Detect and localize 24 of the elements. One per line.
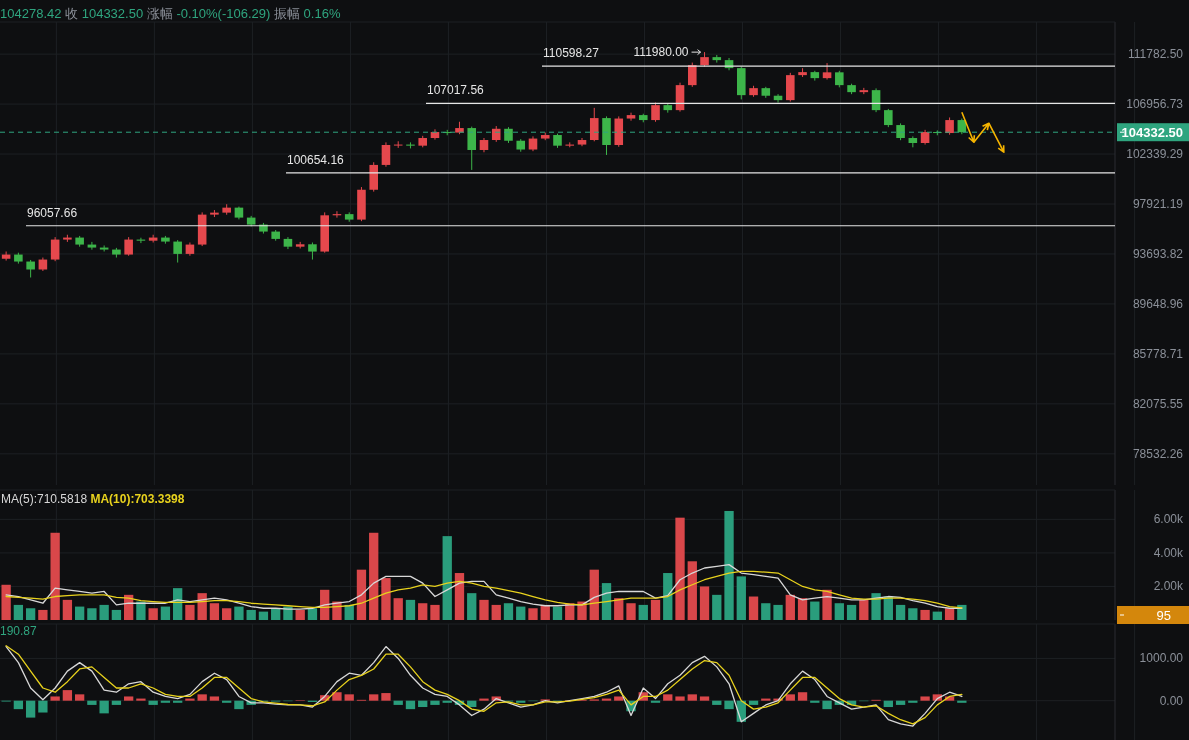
annotation: 190.87 [0,624,38,638]
y-tick-label: 93693.82 [1132,246,1184,261]
y-tick-label: 0.00 [1159,693,1184,708]
ref-line-label: 110598.27 [543,46,600,61]
y-tick-label: 102339.29 [1126,147,1184,162]
y-tick-label: 111782.50 [1128,47,1184,62]
annotation: 111980.00 [633,45,689,60]
y-tick-label: 89648.96 [1132,296,1184,311]
y-tick-label: 106956.73 [1126,97,1184,112]
y-tick-label: 1000.00 [1139,651,1184,666]
y-tick-label: 4.00k [1153,545,1184,560]
y-tick-label: 2.00k [1153,579,1184,594]
ref-line-label: 96057.66 [27,205,78,220]
y-tick-label: 78532.26 [1132,446,1184,461]
y-tick-label: 82075.55 [1132,396,1184,411]
ref-line-label: 104332.50 [1121,124,1183,140]
y-tick-label: 6.00k [1153,512,1184,527]
ref-line-label: 100654.16 [287,152,345,167]
chart-title: 104278.42 收 104332.50 涨幅 -0.10%(-106.29) 振幅 0.16% [0,6,341,21]
text: 95 [1156,607,1171,623]
y-tick-label: 85778.71 [1132,346,1184,361]
legend: MA(5):710.5818 MA(10):703.3398 [1,492,185,506]
ref-line-label: 107017.56 [427,83,485,98]
y-tick-label: 97921.19 [1132,197,1184,212]
